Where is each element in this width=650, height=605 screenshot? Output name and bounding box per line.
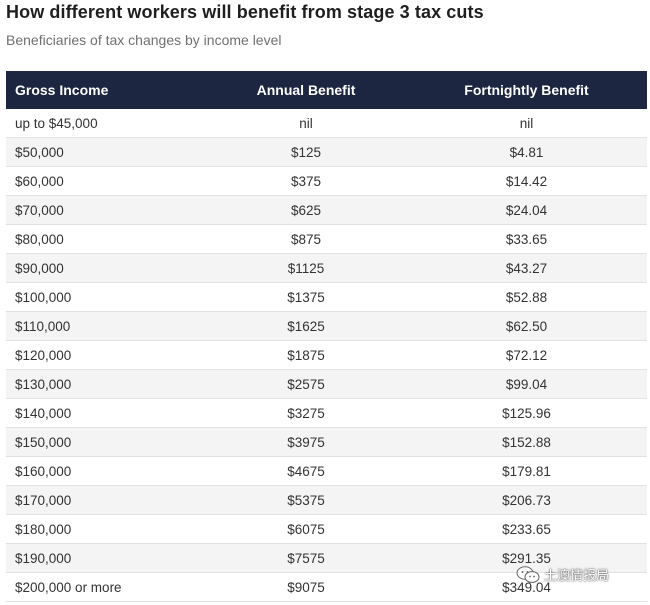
annual-benefit-cell: $125: [290, 144, 322, 160]
fortnightly-benefit-cell: $179.81: [502, 463, 551, 479]
gross-income-cell: $160,000: [15, 463, 72, 479]
annual-benefit-cell: $7575: [287, 550, 325, 566]
gross-income-cell: $90,000: [15, 260, 64, 276]
fortnightly-benefit-cell: $233.65: [502, 521, 551, 537]
gross-income-cell: $70,000: [15, 202, 64, 218]
table-row: $80,000 $875 $33.65: [6, 225, 647, 254]
table-row: $160,000 $4675 $179.81: [6, 457, 647, 486]
table-row: $200,000 or more $9075 $349.04: [6, 573, 647, 602]
page-subtitle: Beneficiaries of tax changes by income l…: [6, 32, 282, 48]
gross-income-cell: $200,000 or more: [15, 579, 122, 595]
gross-income-cell: $110,000: [15, 318, 71, 334]
gross-income-cell: $60,000: [15, 173, 64, 189]
table-row: $190,000 $7575 $291.35: [6, 544, 647, 573]
gross-income-cell: $190,000: [15, 550, 72, 566]
table-row: $180,000 $6075 $233.65: [6, 515, 647, 544]
fortnightly-benefit-cell: $4.81: [509, 144, 544, 160]
table-row: $140,000 $3275 $125.96: [6, 399, 647, 428]
table-row: $70,000 $625 $24.04: [6, 196, 647, 225]
annual-benefit-cell: $1375: [287, 289, 325, 305]
annual-benefit-cell: $1875: [287, 347, 325, 363]
annual-benefit-cell: $375: [290, 173, 322, 189]
gross-income-cell: $80,000: [15, 231, 64, 247]
gross-income-cell: $180,000: [15, 521, 72, 537]
watermark: 土澳情报局: [516, 565, 609, 584]
benefits-table: Gross Income Annual Benefit Fortnightly …: [6, 71, 647, 602]
annual-benefit-cell: $6075: [287, 521, 325, 537]
fortnightly-benefit-cell: $62.50: [505, 318, 548, 334]
table-row: $60,000 $375 $14.42: [6, 167, 647, 196]
gross-income-cell: $140,000: [15, 405, 72, 421]
column-header-gross-income: Gross Income: [15, 82, 109, 98]
fortnightly-benefit-cell: $24.04: [505, 202, 548, 218]
table-row: $110,000 $1625 $62.50: [6, 312, 647, 341]
annual-benefit-cell: $4675: [287, 463, 325, 479]
fortnightly-benefit-cell: $33.65: [505, 231, 548, 247]
annual-benefit-cell: $1125: [287, 260, 325, 276]
annual-benefit-cell: $625: [290, 202, 322, 218]
annual-benefit-cell: $875: [290, 231, 322, 247]
fortnightly-benefit-cell: nil: [519, 115, 534, 131]
fortnightly-benefit-cell: $99.04: [505, 376, 548, 392]
table-row: $100,000 $1375 $52.88: [6, 283, 647, 312]
table-row: $90,000 $1125 $43.27: [6, 254, 647, 283]
gross-income-cell: $120,000: [15, 347, 72, 363]
annual-benefit-cell: $3975: [287, 434, 325, 450]
table-header: Gross Income Annual Benefit Fortnightly …: [6, 71, 647, 109]
table-row: $120,000 $1875 $72.12: [6, 341, 647, 370]
fortnightly-benefit-cell: $291.35: [502, 550, 551, 566]
table-row: up to $45,000 nil nil: [6, 109, 647, 138]
fortnightly-benefit-cell: $349.04: [502, 579, 551, 595]
gross-income-cell: up to $45,000: [15, 115, 98, 131]
fortnightly-benefit-cell: $125.96: [502, 405, 551, 421]
fortnightly-benefit-cell: $43.27: [505, 260, 548, 276]
table-row: $170,000 $5375 $206.73: [6, 486, 647, 515]
table-body: up to $45,000 nil nil $50,000 $125 $4.81 $60,0…: [6, 109, 647, 602]
column-header-annual-benefit: Annual Benefit: [256, 82, 356, 98]
annual-benefit-cell: $1625: [287, 318, 325, 334]
column-header-fortnightly-benefit: Fortnightly Benefit: [464, 82, 589, 98]
annual-benefit-cell: $9075: [287, 579, 325, 595]
annual-benefit-cell: nil: [299, 115, 313, 131]
annual-benefit-cell: $5375: [287, 492, 325, 508]
table-row: $150,000 $3975 $152.88: [6, 428, 647, 457]
wechat-icon: [516, 565, 540, 583]
fortnightly-benefit-cell: $152.88: [502, 434, 551, 450]
fortnightly-benefit-cell: $72.12: [505, 347, 548, 363]
gross-income-cell: $100,000: [15, 289, 72, 305]
table-row: $130,000 $2575 $99.04: [6, 370, 647, 399]
watermark-text: 土澳情报局: [544, 568, 610, 583]
gross-income-cell: $50,000: [15, 144, 64, 160]
fortnightly-benefit-cell: $14.42: [505, 173, 548, 189]
page-title: How different workers will benefit from …: [6, 2, 484, 22]
table-row: $50,000 $125 $4.81: [6, 138, 647, 167]
annual-benefit-cell: $2575: [287, 376, 325, 392]
gross-income-cell: $170,000: [15, 492, 72, 508]
gross-income-cell: $130,000: [15, 376, 72, 392]
gross-income-cell: $150,000: [15, 434, 72, 450]
fortnightly-benefit-cell: $52.88: [505, 289, 548, 305]
fortnightly-benefit-cell: $206.73: [502, 492, 551, 508]
annual-benefit-cell: $3275: [287, 405, 325, 421]
